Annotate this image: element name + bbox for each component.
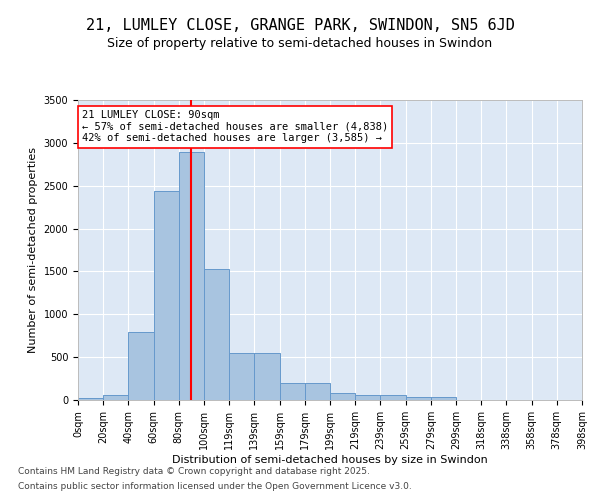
Bar: [204, 269, 229, 400]
Text: 21, LUMLEY CLOSE, GRANGE PARK, SWINDON, SN5 6JD: 21, LUMLEY CLOSE, GRANGE PARK, SWINDON, …: [86, 18, 514, 32]
Text: Contains public sector information licensed under the Open Government Licence v3: Contains public sector information licen…: [18, 482, 412, 491]
Text: Contains HM Land Registry data © Crown copyright and database right 2025.: Contains HM Land Registry data © Crown c…: [18, 467, 370, 476]
Bar: [280, 384, 305, 400]
Text: 21 LUMLEY CLOSE: 90sqm
← 57% of semi-detached houses are smaller (4,838)
42% of : 21 LUMLEY CLOSE: 90sqm ← 57% of semi-det…: [82, 110, 388, 144]
Bar: [431, 398, 456, 400]
Y-axis label: Number of semi-detached properties: Number of semi-detached properties: [28, 147, 38, 353]
Text: Size of property relative to semi-detached houses in Swindon: Size of property relative to semi-detach…: [107, 38, 493, 51]
Bar: [229, 354, 254, 400]
Bar: [305, 384, 330, 400]
Bar: [355, 395, 380, 400]
Bar: [254, 354, 280, 400]
X-axis label: Distribution of semi-detached houses by size in Swindon: Distribution of semi-detached houses by …: [172, 454, 488, 464]
Bar: [128, 332, 154, 400]
Bar: [154, 191, 179, 400]
Bar: [78, 398, 103, 400]
Bar: [103, 395, 128, 400]
Bar: [380, 396, 406, 400]
Bar: [330, 393, 355, 400]
Bar: [406, 398, 431, 400]
Bar: [179, 152, 204, 400]
